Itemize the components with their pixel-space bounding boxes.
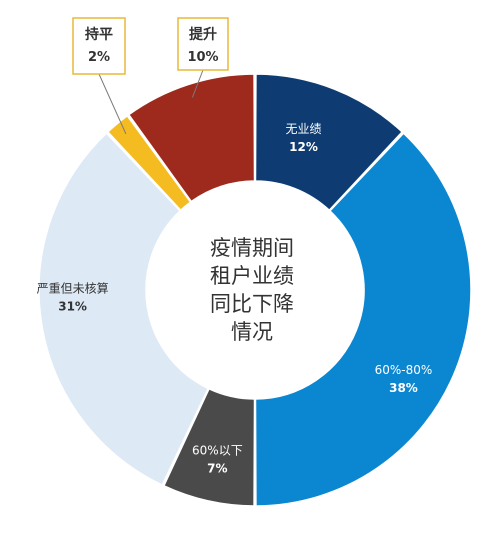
- slice-label-0: 无业绩: [286, 122, 322, 136]
- callout-label-4: 持平: [85, 26, 113, 43]
- donut-slice-38: [254, 132, 472, 507]
- slice-label-3: 严重但未核算: [37, 280, 109, 295]
- callout-label-5: 提升: [189, 26, 217, 43]
- callout-value-4: 2%: [88, 50, 110, 65]
- center-text-line-1: 租户业绩: [210, 264, 294, 288]
- donut-slice-31: [38, 132, 210, 487]
- callout-value-5: 10%: [187, 50, 218, 65]
- center-text-line-0: 疫情期间: [210, 236, 294, 260]
- slice-label-2: 60%以下: [192, 443, 243, 457]
- slice-value-2: 7%: [207, 461, 227, 475]
- callout-leader-line: [191, 69, 204, 98]
- donut-slice-12: [254, 73, 404, 212]
- slice-label-1: 60%-80%: [375, 363, 433, 377]
- center-text-line-3: 情况: [231, 320, 273, 344]
- callout-box: [72, 17, 126, 75]
- slice-value-0: 12%: [289, 140, 318, 154]
- slice-value-3: 31%: [58, 299, 87, 313]
- callout-box: [177, 17, 229, 71]
- callout-leader-line: [98, 73, 127, 135]
- center-text-line-2: 同比下降: [210, 292, 294, 316]
- slice-value-1: 38%: [389, 381, 418, 395]
- donut-slice-7: [162, 387, 256, 507]
- donut-slice-10: [127, 73, 256, 203]
- donut-slice-2: [106, 114, 192, 212]
